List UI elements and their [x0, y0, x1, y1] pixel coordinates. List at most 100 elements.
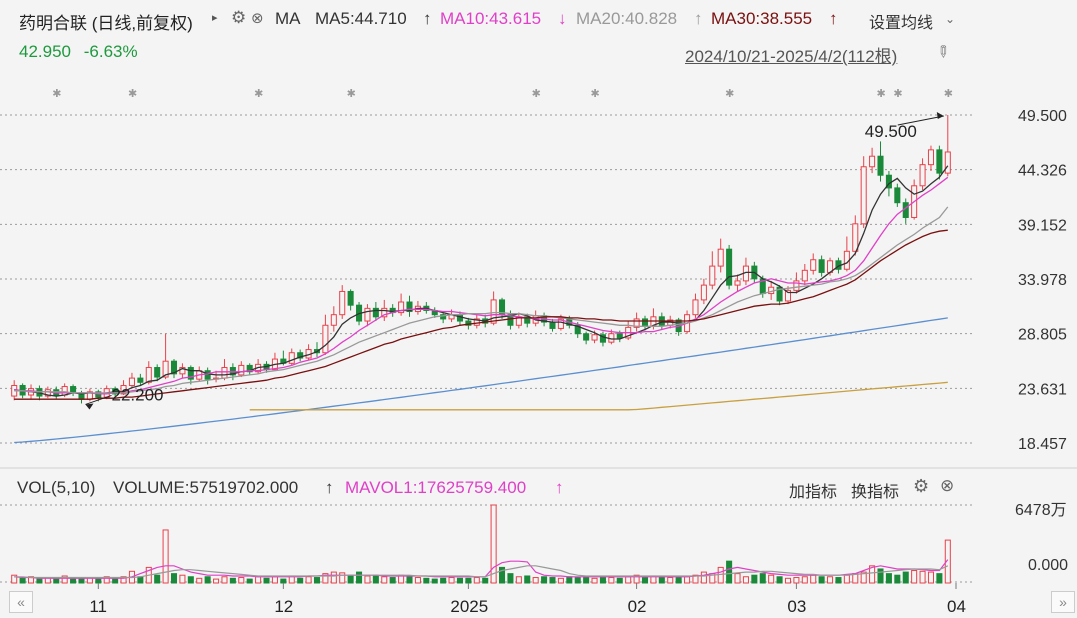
date-range[interactable]: 2024/10/21-2025/4/2(112根)	[685, 47, 898, 66]
price-tick-label: 23.631	[1018, 381, 1067, 398]
candle	[633, 312, 640, 332]
volume-bar	[726, 560, 733, 584]
volume-bar	[911, 570, 918, 584]
candle	[742, 257, 749, 286]
volume-bar	[356, 571, 363, 584]
volume-bar	[810, 574, 817, 584]
current-price: 42.950	[19, 42, 71, 61]
volume-bar	[137, 576, 144, 584]
event-marker-icon: ✱	[52, 87, 61, 100]
volume-bar	[255, 576, 262, 584]
volume-bar	[566, 576, 573, 584]
mavol-value: MAVOL1:17625759.400	[345, 478, 527, 497]
gear-icon[interactable]: ⚙	[231, 8, 247, 27]
ma5-line	[14, 165, 949, 397]
close-icon[interactable]: ⊗	[940, 476, 955, 495]
candle-body	[364, 307, 371, 322]
mavol-arrow-icon: ↑	[555, 478, 564, 497]
volume-bar	[221, 576, 228, 584]
candle-body	[170, 360, 178, 375]
candle-body	[557, 318, 564, 329]
candlesticks	[11, 115, 951, 404]
candle-body	[524, 316, 531, 324]
candle	[246, 363, 253, 375]
volume-bar	[213, 578, 220, 584]
candle	[717, 238, 724, 273]
volume-bar	[271, 576, 278, 584]
date-axis: 11 12 2025 02 03 04	[89, 583, 966, 616]
volume-bar	[591, 577, 598, 584]
candle-body	[717, 248, 724, 267]
volume-label[interactable]: VOL(5,10)	[17, 478, 96, 497]
volume-bar	[742, 576, 749, 584]
volume-bar	[658, 576, 665, 584]
candle	[372, 302, 379, 322]
gear-icon[interactable]: ⚙	[913, 476, 930, 496]
ma30-arrow-icon: ↑	[829, 9, 838, 28]
candle-body	[44, 389, 51, 397]
candle-body	[641, 318, 649, 327]
candle	[869, 147, 876, 174]
volume-bar	[700, 571, 707, 584]
chart-header: 药明合联 (日线,前复权) ▸ ⚙ ⊗ MA MA5:44.710 ↑ MA10…	[0, 0, 1077, 38]
price-change-percent: -6.63%	[83, 42, 138, 61]
volume-bar	[414, 577, 421, 584]
volume-value: VOLUME:57519702.000	[113, 478, 299, 497]
volume-bar	[423, 577, 430, 584]
candle-body	[591, 334, 598, 341]
candle	[406, 295, 413, 317]
candle	[625, 321, 632, 341]
date-tick-label: 12	[274, 597, 293, 616]
candle-body	[330, 314, 337, 326]
ma-long-gold-line	[249, 381, 948, 411]
candle-body	[406, 301, 413, 313]
candle	[347, 289, 354, 311]
candle-body	[936, 149, 943, 174]
volume-bar	[95, 578, 102, 584]
date-tick-label: 03	[787, 597, 806, 616]
candle	[440, 311, 447, 324]
candle-body	[238, 364, 245, 376]
volume-bar	[843, 574, 850, 584]
candle	[473, 314, 480, 329]
candle-body	[919, 164, 926, 187]
volume-bar	[381, 576, 388, 584]
candle-body	[818, 259, 825, 273]
chevron-down-icon[interactable]: ⌄	[945, 12, 956, 26]
candle	[877, 141, 884, 182]
volume-bar	[759, 573, 766, 584]
add-indicator-button[interactable]: 加指标	[789, 484, 838, 501]
ma10-arrow-icon: ↓	[558, 9, 567, 28]
volume-bar	[515, 576, 522, 584]
candle-body	[339, 290, 346, 316]
candle	[927, 145, 934, 171]
volume-bar	[229, 577, 236, 584]
switch-indicator-button[interactable]: 换指标	[851, 484, 900, 501]
price-tick-label: 49.500	[1018, 108, 1067, 125]
volume-bar	[692, 574, 699, 584]
candle-body	[583, 333, 590, 341]
volume-bar	[827, 576, 834, 584]
candle-body	[793, 280, 800, 291]
close-icon[interactable]: ⊗	[251, 10, 264, 27]
candle	[818, 255, 825, 277]
candle	[801, 263, 808, 286]
scroll-left-button[interactable]: «	[9, 591, 33, 613]
volume-bar	[280, 578, 287, 584]
volume-bar	[36, 578, 43, 584]
volume_mavol10-line	[14, 565, 949, 579]
candle-body	[297, 352, 304, 359]
ma10-value: MA10:43.615	[440, 9, 542, 28]
ma-settings-button[interactable]: 设置均线	[869, 15, 934, 32]
candle	[398, 293, 405, 316]
title-menu-icon[interactable]: ▸	[212, 12, 218, 24]
candle-body	[692, 299, 699, 316]
candle	[599, 331, 606, 347]
volume-bar	[53, 578, 60, 584]
scroll-right-button[interactable]: »	[1051, 591, 1075, 613]
candle	[187, 365, 194, 385]
stock-title[interactable]: 药明合联 (日线,前复权)	[19, 14, 193, 33]
candle-body	[944, 151, 951, 174]
candle	[843, 236, 850, 272]
